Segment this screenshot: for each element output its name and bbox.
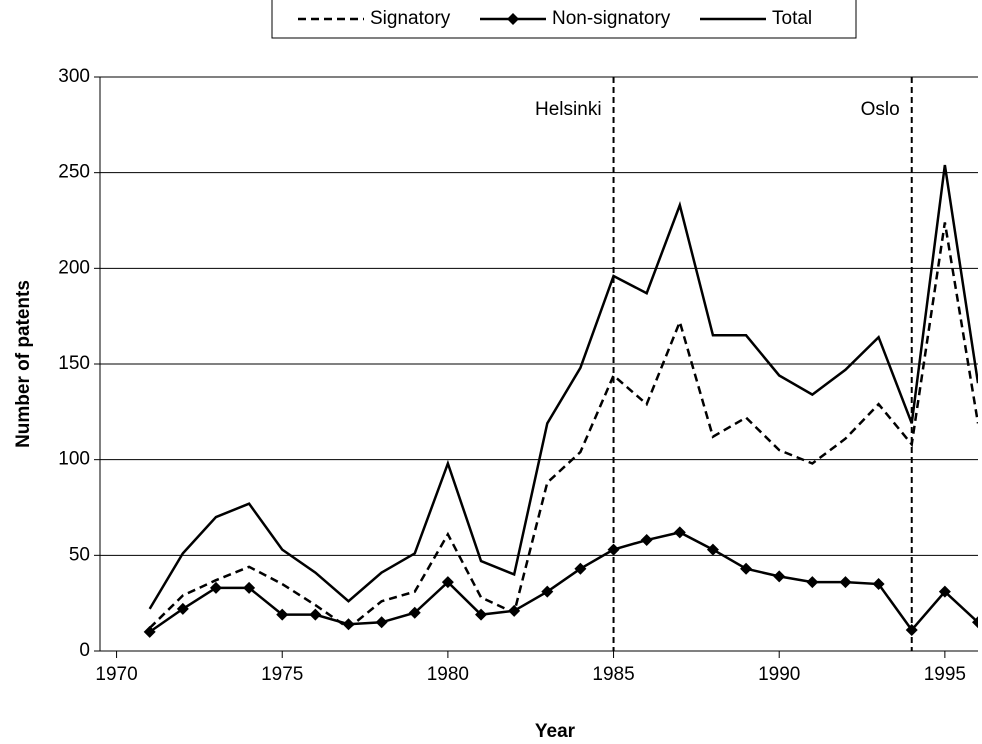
legend-label: Non-signatory [552, 8, 671, 29]
marker [640, 534, 653, 547]
legend-label: Total [772, 8, 812, 29]
y-tick-label: 100 [58, 449, 90, 470]
legend-box [271, 0, 857, 39]
marker [441, 576, 454, 589]
y-tick-label: 300 [58, 66, 90, 87]
marker [309, 608, 322, 621]
annotation-label: Helsinki [535, 99, 602, 120]
marker [143, 625, 156, 638]
x-tick-label: 1990 [758, 664, 800, 685]
marker [706, 543, 719, 556]
marker [408, 606, 421, 619]
series-line [148, 531, 978, 633]
marker [673, 526, 686, 539]
marker [475, 608, 488, 621]
x-axis-label: Year [535, 721, 576, 742]
marker [508, 604, 521, 617]
annotation-label: Oslo [861, 99, 900, 120]
x-tick-label: 1970 [95, 664, 137, 685]
y-tick-label: 200 [58, 257, 90, 278]
marker [541, 585, 554, 598]
marker [773, 570, 786, 583]
marker [872, 578, 885, 591]
y-tick-label: 0 [79, 640, 90, 661]
marker [243, 581, 256, 594]
marker [839, 576, 852, 589]
x-tick-label: 1975 [261, 664, 303, 685]
marker [607, 543, 620, 556]
marker [176, 602, 189, 615]
legend-marker [507, 13, 519, 25]
series-line [148, 222, 978, 630]
marker [938, 585, 951, 598]
y-tick-label: 250 [58, 162, 90, 183]
y-tick-label: 150 [58, 353, 90, 374]
marker [972, 616, 978, 629]
x-tick-label: 1995 [924, 664, 966, 685]
marker [905, 623, 918, 636]
y-tick-label: 50 [69, 544, 90, 565]
x-tick-label: 1985 [592, 664, 634, 685]
marker [806, 576, 819, 589]
series-line [148, 164, 978, 610]
plot-area [143, 164, 978, 638]
legend-label: Signatory [370, 8, 451, 29]
marker [740, 562, 753, 575]
marker [574, 562, 587, 575]
marker [276, 608, 289, 621]
marker [375, 616, 388, 629]
x-tick-label: 1980 [427, 664, 469, 685]
y-axis-label: Number of patents [13, 280, 34, 448]
marker [209, 581, 222, 594]
marker [342, 618, 355, 631]
